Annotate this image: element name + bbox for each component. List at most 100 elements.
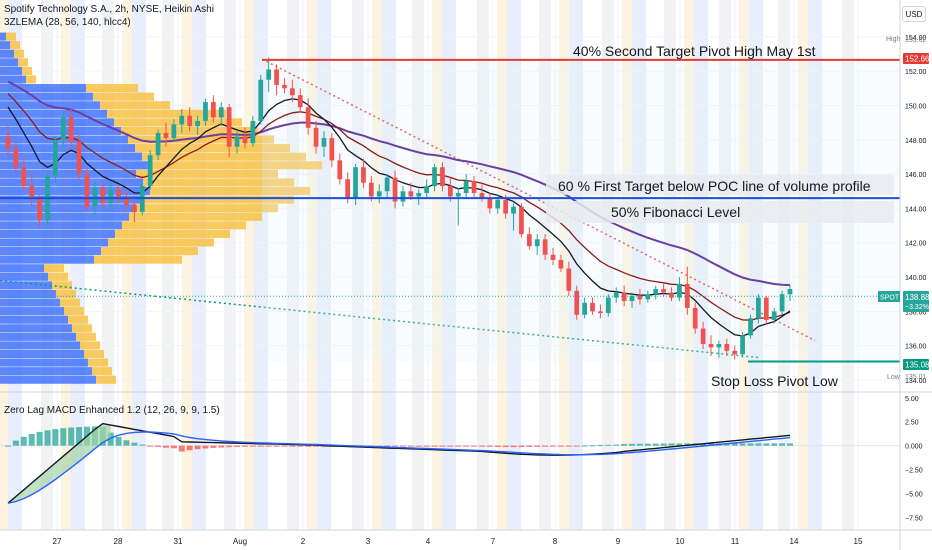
candle	[574, 285, 580, 320]
candle-body	[479, 192, 485, 199]
time-tick-label: 31	[174, 537, 183, 546]
candle	[84, 167, 90, 212]
candle-body	[440, 167, 445, 187]
candle-body	[550, 254, 556, 260]
macd-tick-label: 2.50	[905, 420, 919, 427]
currency-button[interactable]: USD	[902, 6, 926, 22]
session-band-close	[477, 0, 489, 530]
candle	[116, 184, 121, 204]
candle-body	[313, 127, 319, 147]
macd-histogram-bar	[542, 445, 549, 447]
candle-body	[645, 294, 651, 300]
chart-title[interactable]: Spotify Technology S.A., 2h, NYSE, Heiki…	[4, 4, 214, 15]
macd-histogram-bar	[423, 445, 430, 447]
volume-profile-bar-down	[128, 135, 274, 144]
annotation-second-target[interactable]: 40% Second Target Pivot High May 1st	[573, 43, 816, 59]
candle-body	[392, 177, 398, 202]
macd-histogram-bar	[20, 436, 27, 446]
last-price-tag: SPOT 138.88 −3.32%	[878, 291, 930, 312]
volume-profile-bar-up	[0, 349, 84, 359]
volume-profile-bar-down	[129, 212, 262, 221]
session-band-pre	[739, 0, 749, 530]
candle-body	[203, 102, 208, 121]
support-trendline[interactable]	[0, 279, 761, 359]
macd-histogram-bar	[494, 445, 501, 447]
volume-profile-bar-up	[0, 341, 80, 350]
candle-body	[289, 88, 295, 96]
macd-histogram-bar	[597, 445, 604, 447]
candle	[179, 108, 185, 133]
volume-profile-bar-down	[143, 178, 294, 187]
macd-histogram-bar	[787, 443, 793, 446]
candle-body	[282, 84, 287, 89]
macd-histogram-bar	[581, 445, 588, 447]
volume-profile-bar-up	[0, 41, 10, 50]
candle-body	[234, 136, 240, 147]
annotation-first-target[interactable]: 60 % First Target below POC line of volu…	[546, 175, 894, 195]
price-axis[interactable]: 134.00 136.00 138.00 140.00 142.00 144.00 146.…	[905, 35, 927, 385]
candle-body	[211, 102, 216, 118]
candle-body	[242, 136, 248, 144]
candle-body	[218, 107, 224, 118]
macd-histogram-bar	[281, 445, 288, 447]
candle-body	[258, 79, 264, 121]
candle	[132, 198, 137, 223]
candle	[471, 175, 477, 199]
annotation-fibonacci[interactable]: 50% Fibonacci Level	[546, 201, 894, 223]
second-target-text: 40% Second Target Pivot High May 1st	[573, 43, 816, 59]
candle-body	[613, 292, 619, 298]
indicator-legend[interactable]: 3ZLEMA (28, 56, 140, hlcc4)	[4, 17, 131, 28]
candle	[677, 277, 682, 302]
volume-profile-bar-down	[56, 289, 76, 298]
macd-histogram-bar	[550, 445, 557, 447]
macd-histogram-bar	[28, 434, 35, 446]
resistance-trendline[interactable]	[261, 58, 816, 342]
candle	[740, 331, 745, 358]
volume-profile-bar-up	[0, 144, 135, 153]
candle	[392, 170, 398, 209]
candle-body	[582, 302, 587, 315]
annotation-stop-loss[interactable]: Stop Loss Pivot Low	[711, 373, 839, 389]
candle	[250, 115, 256, 147]
candle-body	[432, 167, 437, 187]
volume-profile-bar-up	[0, 307, 64, 316]
candle	[408, 182, 414, 200]
session-band-close	[102, 0, 114, 530]
volume-profile-bar-down	[72, 324, 92, 333]
macd-histogram-bar	[36, 431, 43, 446]
candle	[384, 174, 390, 199]
candle-body	[353, 167, 358, 199]
macd-histogram-bar	[249, 445, 256, 447]
volume-profile-bar-down	[142, 152, 306, 161]
candle-body	[368, 182, 374, 197]
macd-histogram-bar	[589, 445, 596, 447]
macd-histogram-bar	[289, 445, 296, 447]
macd-histogram-bar	[68, 427, 75, 446]
time-axis[interactable]: 27 28 31 Aug 2 3 4 7 8 9 10 11 14 15	[53, 537, 863, 546]
time-tick-label: 2	[301, 537, 306, 546]
candle-body	[598, 311, 603, 314]
macd-histogram-bar	[257, 445, 264, 447]
session-band-pre	[622, 0, 632, 530]
candle-body	[629, 295, 635, 302]
volume-profile-bar-down	[22, 66, 32, 75]
candle-body	[763, 297, 769, 320]
volume-profile-bar-down	[107, 109, 226, 118]
macd-histogram-bar	[115, 436, 122, 446]
volume-profile-bar-down	[96, 375, 116, 384]
volume-profile-bar-down	[115, 229, 230, 238]
volume-profile-bar-down	[108, 238, 214, 247]
volume-profile-bar-down	[93, 92, 154, 101]
candle-body	[677, 283, 682, 298]
macd-legend[interactable]: Zero Lag MACD Enhanced 1.2 (12, 26, 9, 9…	[4, 405, 220, 416]
candle-body	[68, 117, 74, 142]
candle	[60, 112, 66, 147]
macd-histogram-bar	[297, 445, 304, 447]
session-band-pre	[244, 0, 254, 530]
macd-axis[interactable]: −7.50 −5.00 −2.50 0.000 2.50 5.00	[905, 396, 923, 523]
volume-profile-bar-up	[0, 367, 92, 376]
candle	[724, 338, 730, 356]
macd-histogram-bar	[265, 445, 272, 447]
macd-histogram-bar	[439, 445, 446, 447]
